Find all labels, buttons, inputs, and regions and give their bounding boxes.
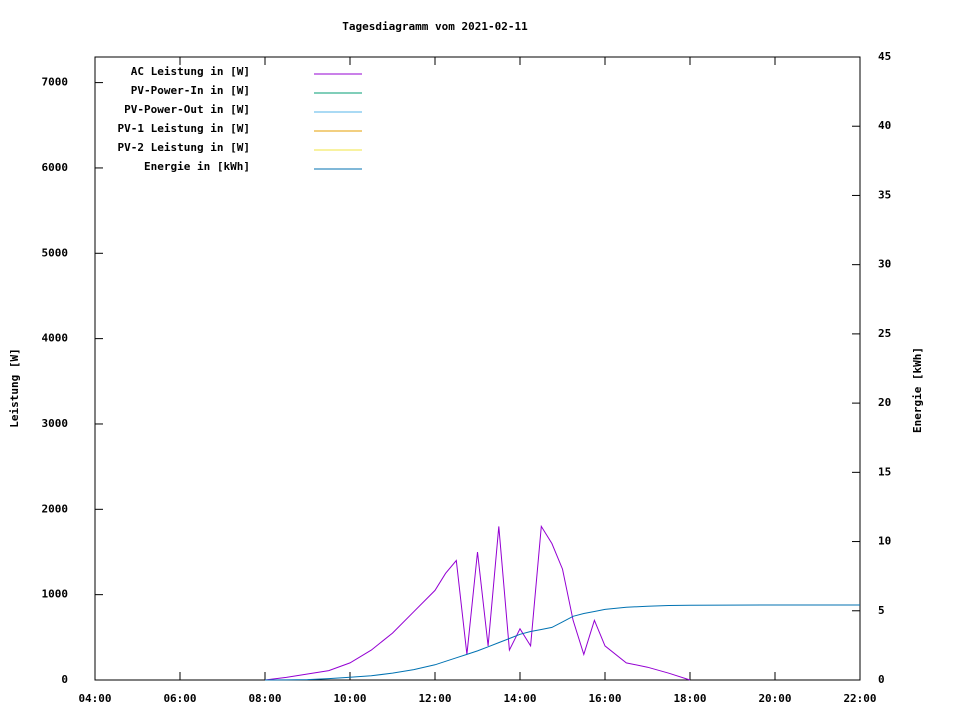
y-tick-label: 4000 (42, 332, 69, 345)
x-tick-label: 12:00 (418, 692, 451, 705)
series-line (264, 524, 691, 681)
x-tick-label: 04:00 (78, 692, 111, 705)
legend-label: PV-Power-In in [W] (131, 84, 250, 97)
legend-label: AC Leistung in [W] (131, 65, 250, 78)
x-tick-label: 18:00 (673, 692, 706, 705)
legend-label: Energie in [kWh] (144, 160, 250, 173)
x-tick-label: 22:00 (843, 692, 876, 705)
x-tick-label: 06:00 (163, 692, 196, 705)
y-tick-label: 5000 (42, 246, 69, 259)
x-tick-label: 16:00 (588, 692, 621, 705)
y-tick-label: 3000 (42, 417, 69, 430)
plot-frame (94, 56, 861, 681)
y-tick-label: 6000 (42, 161, 69, 174)
x-tick-label: 14:00 (503, 692, 536, 705)
y-tick-label: 2000 (42, 502, 69, 515)
x-tick-label: 08:00 (248, 692, 281, 705)
legend-label: PV-Power-Out in [W] (124, 103, 250, 116)
y-axis-label: Leistung [W] (8, 348, 21, 427)
y2-tick-label: 25 (878, 327, 891, 340)
y2-tick-label: 5 (878, 604, 885, 617)
y2-tick-label: 40 (878, 119, 891, 132)
y2-axis-label: Energie [kWh] (911, 347, 924, 433)
y2-tick-label: 30 (878, 258, 891, 271)
y2-tick-label: 10 (878, 535, 891, 548)
x-tick-label: 20:00 (758, 692, 791, 705)
x-tick-label: 10:00 (333, 692, 366, 705)
y2-tick-label: 35 (878, 188, 891, 201)
legend-label: PV-2 Leistung in [W] (118, 141, 250, 154)
y2-tick-label: 0 (878, 673, 885, 686)
chart-title: Tagesdiagramm vom 2021-02-11 (342, 20, 528, 33)
y2-tick-label: 15 (878, 465, 891, 478)
y2-tick-label: 20 (878, 396, 891, 409)
y2-tick-label: 45 (878, 50, 891, 63)
y-tick-label: 0 (61, 673, 68, 686)
y-tick-label: 1000 (42, 588, 69, 601)
y-tick-label: 7000 (42, 76, 69, 89)
legend-label: PV-1 Leistung in [W] (118, 122, 250, 135)
series-line (264, 604, 860, 681)
